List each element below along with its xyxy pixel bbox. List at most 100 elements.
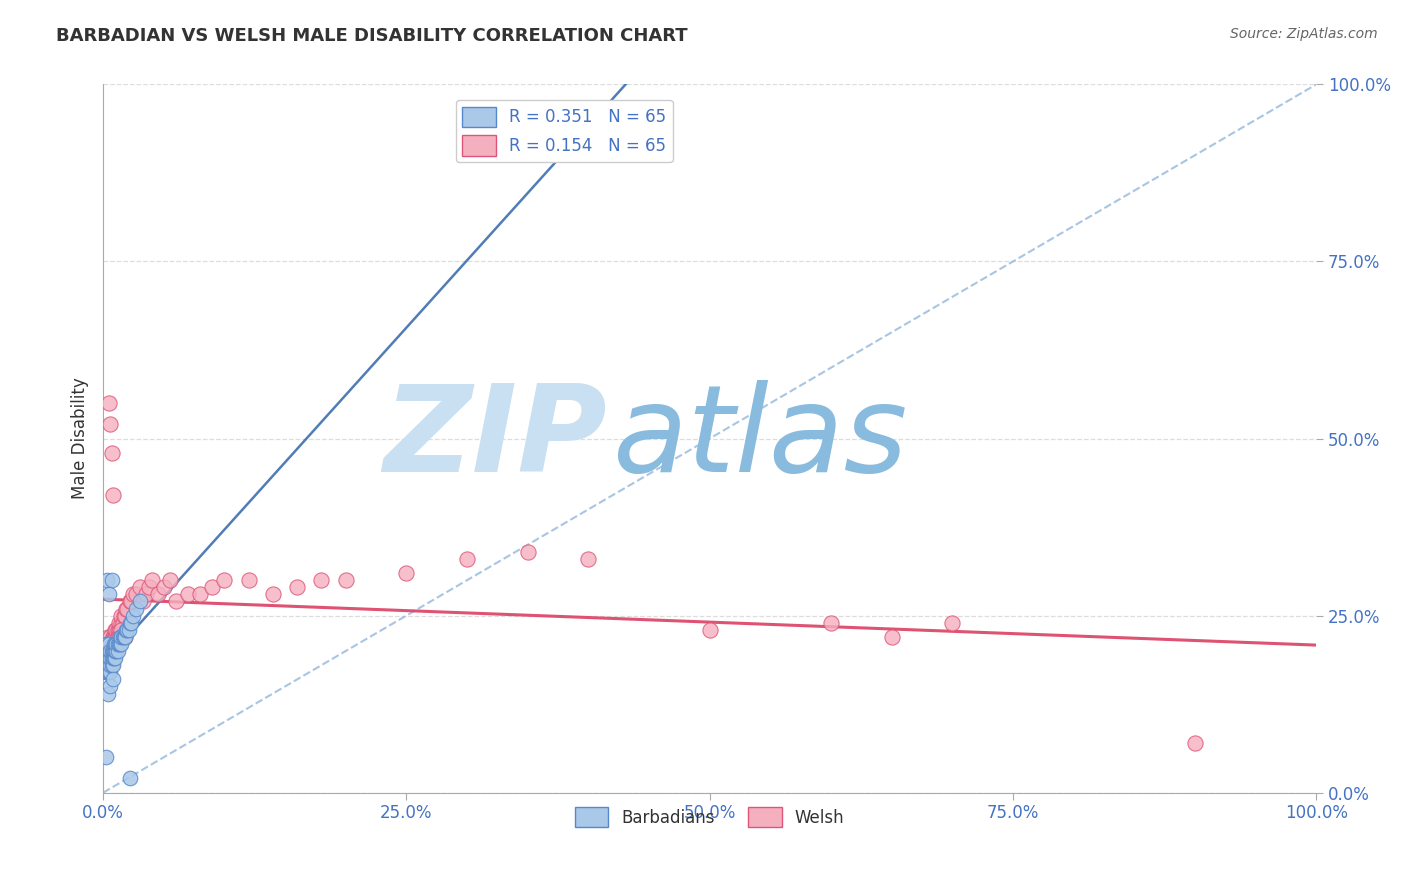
Point [125, 587, 148, 601]
Point [108, 623, 131, 637]
Point [100, 417, 122, 432]
Point [941, 615, 963, 630]
Point [138, 580, 160, 594]
Point [103, 630, 125, 644]
Point [98, 587, 121, 601]
Point [111, 630, 134, 644]
Point [96, 573, 118, 587]
Point [96, 658, 118, 673]
Point [118, 615, 141, 630]
Point [100, 651, 122, 665]
Point [115, 601, 138, 615]
Point [1184, 736, 1206, 750]
Point [98, 396, 121, 410]
Text: atlas: atlas [613, 380, 908, 497]
Point [880, 630, 903, 644]
Point [97, 651, 120, 665]
Point [165, 594, 187, 608]
Point [100, 446, 122, 460]
Point [104, 651, 127, 665]
Point [107, 637, 129, 651]
Point [103, 637, 125, 651]
Point [395, 566, 418, 580]
Point [110, 623, 132, 637]
Point [111, 615, 134, 630]
Point [98, 644, 121, 658]
Point [108, 615, 131, 630]
Point [110, 615, 132, 630]
Point [101, 488, 124, 502]
Point [94, 637, 117, 651]
Point [93, 658, 115, 673]
Point [114, 608, 136, 623]
Point [100, 651, 122, 665]
Point [108, 623, 131, 637]
Point [107, 644, 129, 658]
Point [98, 651, 121, 665]
Point [285, 580, 308, 594]
Point [107, 630, 129, 644]
Point [159, 573, 181, 587]
Point [101, 644, 124, 658]
Point [101, 644, 124, 658]
Point [117, 623, 139, 637]
Point [97, 630, 120, 644]
Point [97, 665, 120, 680]
Point [94, 665, 117, 680]
Point [115, 623, 138, 637]
Point [96, 665, 118, 680]
Point [516, 545, 538, 559]
Point [101, 673, 124, 687]
Point [118, 594, 141, 608]
Point [96, 637, 118, 651]
Point [101, 630, 124, 644]
Point [107, 623, 129, 637]
Point [110, 630, 132, 644]
Point [122, 608, 145, 623]
Point [100, 680, 122, 694]
Point [96, 644, 118, 658]
Point [108, 637, 131, 651]
Point [177, 587, 200, 601]
Point [125, 601, 148, 615]
Point [214, 573, 236, 587]
Point [103, 651, 125, 665]
Point [101, 658, 124, 673]
Point [100, 665, 122, 680]
Point [262, 587, 284, 601]
Point [98, 637, 121, 651]
Point [120, 594, 142, 608]
Point [105, 637, 128, 651]
Point [335, 573, 357, 587]
Point [188, 587, 211, 601]
Point [105, 630, 128, 644]
Point [96, 644, 118, 658]
Text: ZIP: ZIP [382, 380, 606, 497]
Text: BARBADIAN VS WELSH MALE DISABILITY CORRELATION CHART: BARBADIAN VS WELSH MALE DISABILITY CORRE… [56, 27, 688, 45]
Point [112, 608, 135, 623]
Point [120, 615, 142, 630]
Point [146, 587, 169, 601]
Point [97, 658, 120, 673]
Point [141, 573, 163, 587]
Y-axis label: Male Disability: Male Disability [72, 377, 89, 500]
Point [100, 644, 122, 658]
Point [114, 630, 136, 644]
Point [103, 637, 125, 651]
Point [122, 587, 145, 601]
Point [105, 644, 128, 658]
Point [456, 552, 478, 566]
Point [128, 580, 150, 594]
Point [100, 644, 122, 658]
Point [98, 658, 121, 673]
Point [101, 651, 124, 665]
Point [100, 644, 122, 658]
Point [114, 630, 136, 644]
Point [97, 637, 120, 651]
Point [104, 644, 127, 658]
Point [97, 686, 120, 700]
Point [118, 772, 141, 786]
Point [152, 580, 174, 594]
Point [110, 608, 132, 623]
Point [108, 630, 131, 644]
